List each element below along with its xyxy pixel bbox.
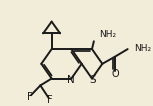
Text: N: N (67, 75, 75, 84)
Text: S: S (90, 75, 96, 84)
Text: F: F (27, 92, 33, 102)
Text: O: O (112, 69, 119, 79)
Text: NH₂: NH₂ (134, 44, 151, 53)
Text: NH₂: NH₂ (99, 30, 117, 39)
Text: F: F (47, 95, 53, 105)
